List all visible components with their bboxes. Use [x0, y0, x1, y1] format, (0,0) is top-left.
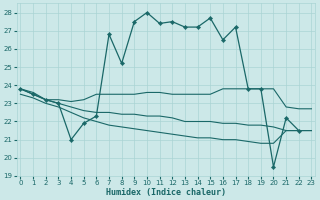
X-axis label: Humidex (Indice chaleur): Humidex (Indice chaleur)	[106, 188, 226, 197]
